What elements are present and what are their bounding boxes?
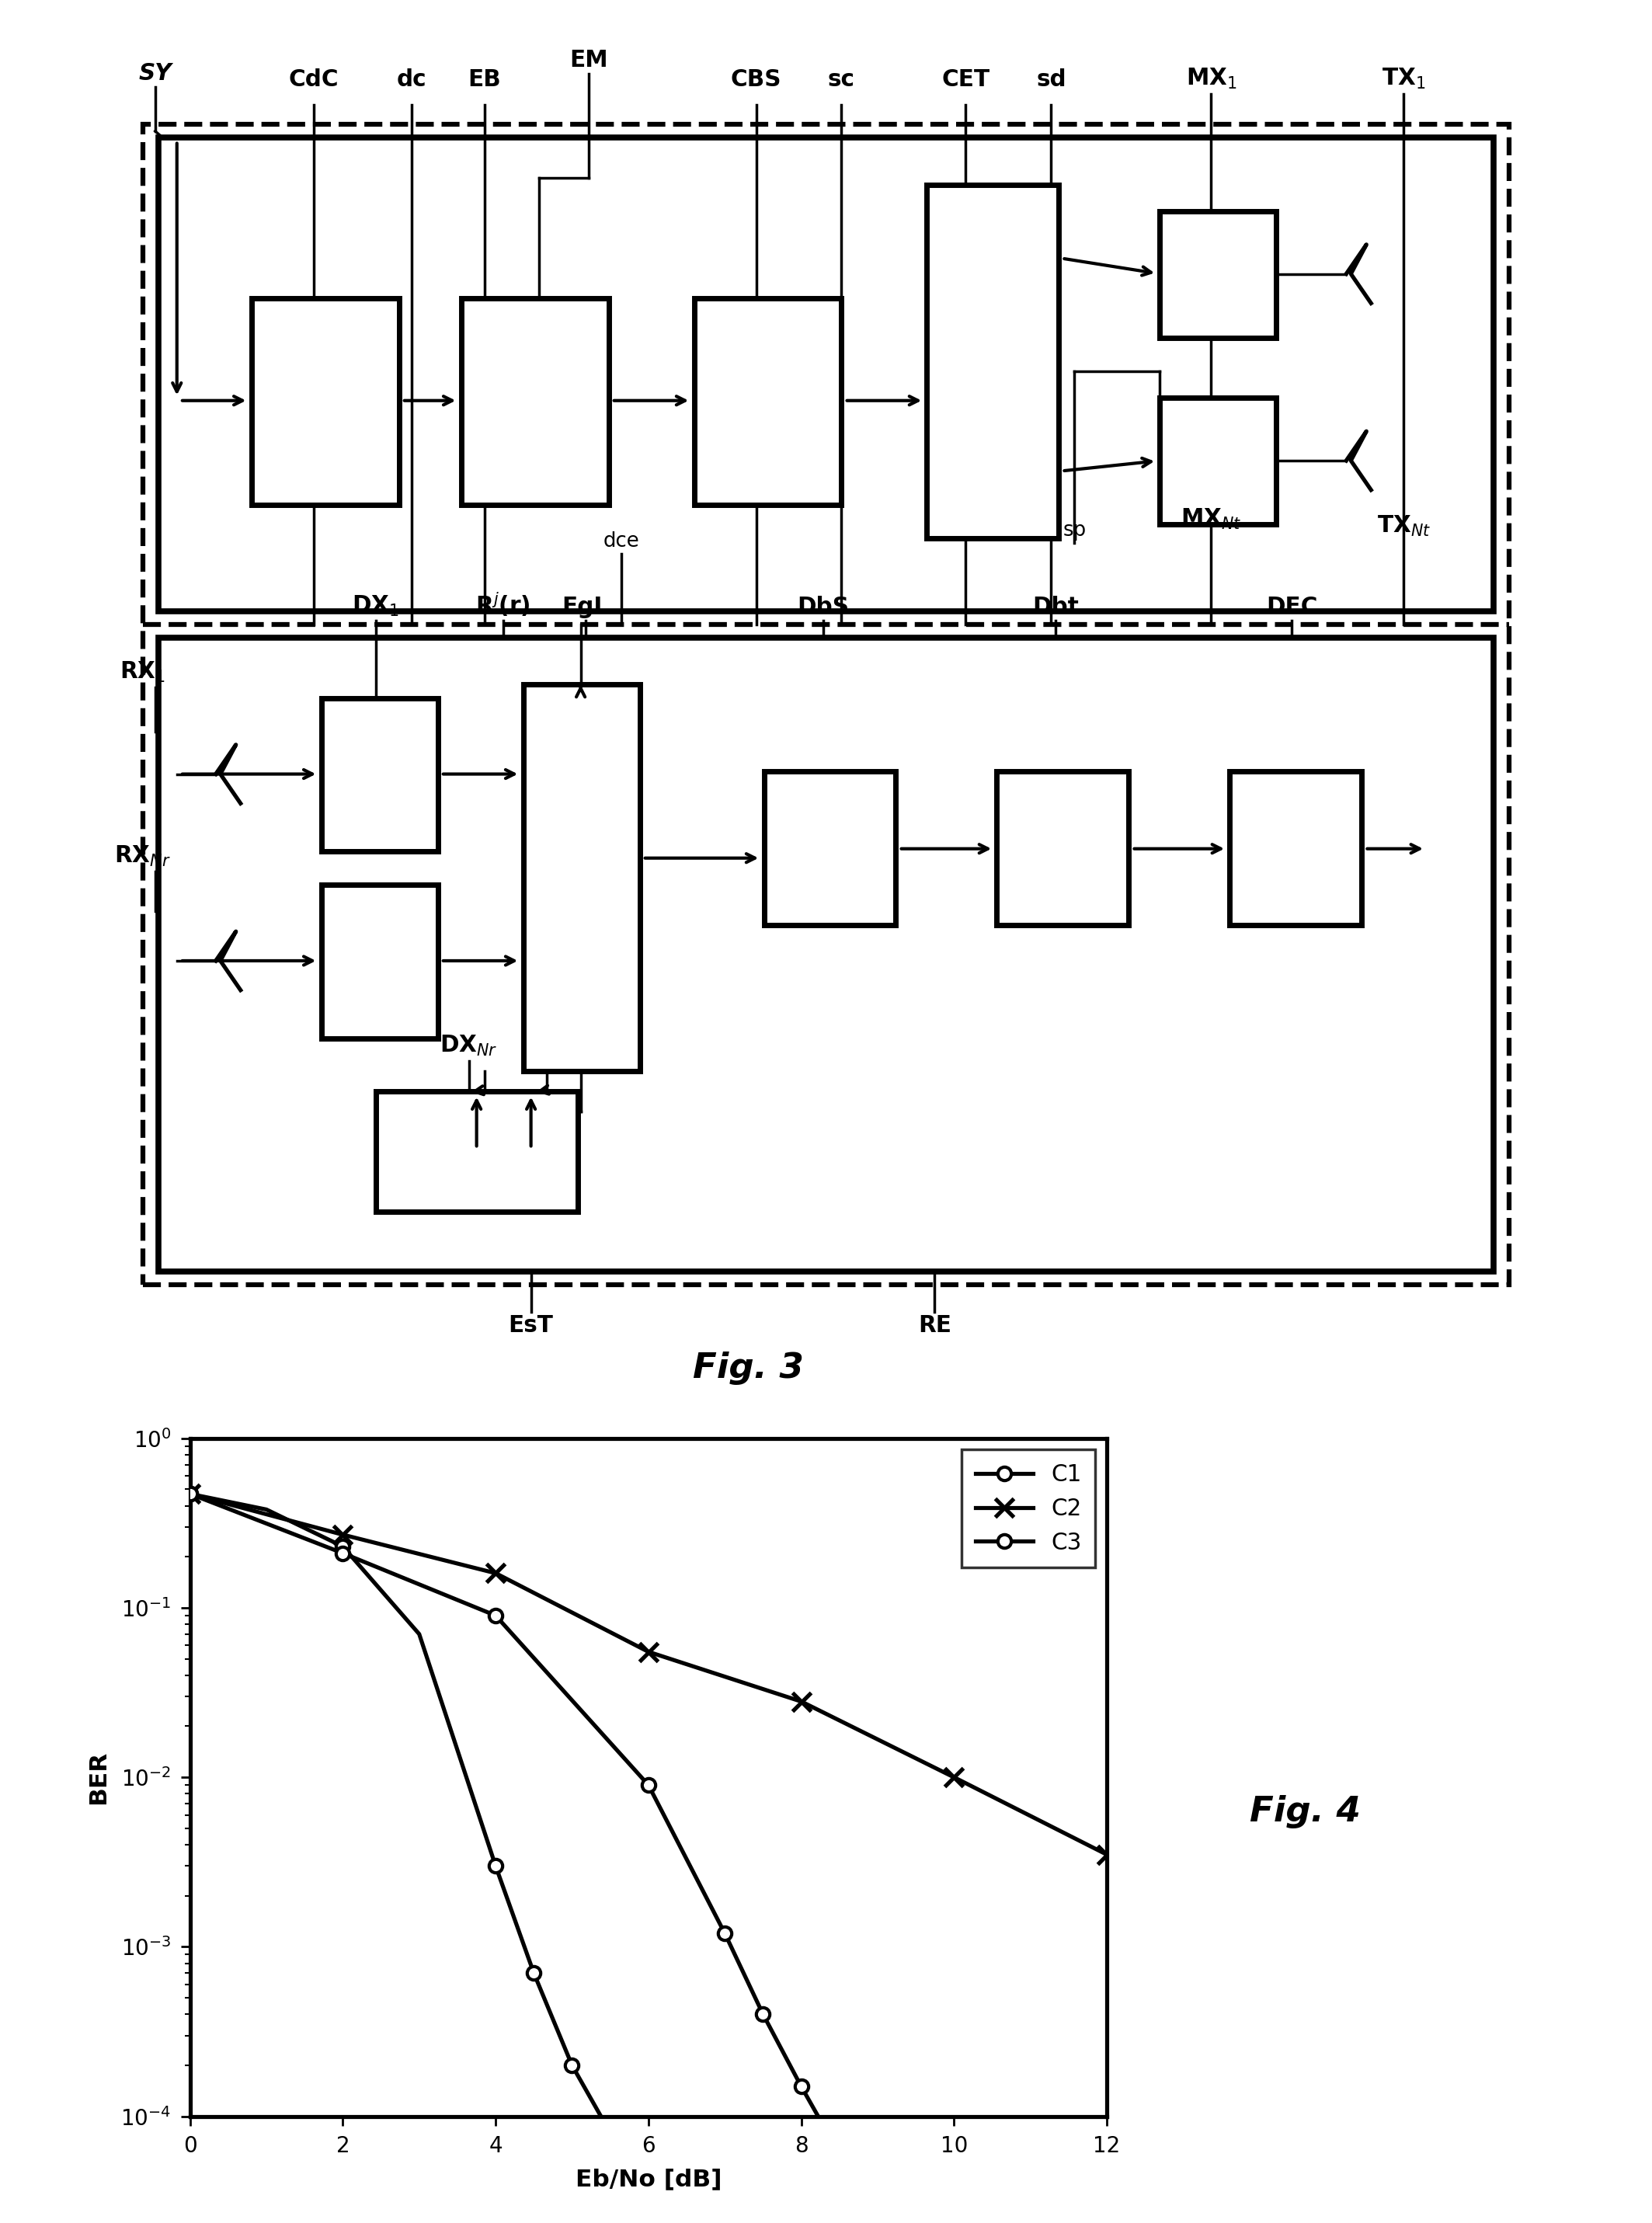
Text: EsT: EsT bbox=[509, 1314, 553, 1336]
Y-axis label: BER: BER bbox=[88, 1750, 109, 1805]
Text: MX$_1$: MX$_1$ bbox=[1186, 67, 1237, 91]
Text: RX$_{Nr}$: RX$_{Nr}$ bbox=[114, 845, 172, 869]
Text: RX$_1$: RX$_1$ bbox=[121, 660, 165, 685]
Text: TX$_1$: TX$_1$ bbox=[1381, 67, 1426, 91]
Bar bbox=[1160, 398, 1277, 525]
Bar bbox=[927, 185, 1059, 538]
Text: SY: SY bbox=[139, 62, 172, 84]
Text: EM: EM bbox=[570, 49, 608, 71]
Text: DEC: DEC bbox=[1265, 596, 1318, 618]
X-axis label: Eb/No [dB]: Eb/No [dB] bbox=[575, 2167, 722, 2190]
Bar bbox=[375, 1091, 578, 1212]
Bar bbox=[320, 885, 438, 1038]
Bar bbox=[1229, 771, 1361, 925]
Bar bbox=[996, 771, 1128, 925]
Text: dce: dce bbox=[603, 531, 639, 551]
Text: sd: sd bbox=[1036, 69, 1066, 91]
Bar bbox=[524, 685, 639, 1071]
Bar bbox=[251, 298, 398, 505]
Text: EB: EB bbox=[468, 69, 501, 91]
Text: Fig. 3: Fig. 3 bbox=[692, 1352, 805, 1385]
Text: dc: dc bbox=[396, 69, 426, 91]
Bar bbox=[159, 138, 1493, 611]
Text: sc: sc bbox=[828, 69, 856, 91]
Text: DX$_1$: DX$_1$ bbox=[352, 594, 400, 618]
Text: CET: CET bbox=[942, 69, 990, 91]
Text: R$^j$(r): R$^j$(r) bbox=[476, 589, 530, 618]
Text: CBS: CBS bbox=[730, 69, 781, 91]
Bar bbox=[320, 698, 438, 851]
Text: Fig. 4: Fig. 4 bbox=[1249, 1794, 1361, 1830]
Bar bbox=[1160, 211, 1277, 338]
Text: sp: sp bbox=[1062, 520, 1085, 540]
Text: EgL: EgL bbox=[562, 596, 608, 618]
Bar bbox=[694, 298, 841, 505]
Text: DbS: DbS bbox=[796, 596, 849, 618]
Text: DX$_{Nr}$: DX$_{Nr}$ bbox=[439, 1034, 497, 1058]
Bar bbox=[159, 638, 1493, 1272]
Bar bbox=[763, 771, 895, 925]
Legend: C1, C2, C3: C1, C2, C3 bbox=[961, 1449, 1095, 1567]
Text: Dbt: Dbt bbox=[1032, 596, 1079, 618]
Text: MX$_{Nt}$: MX$_{Nt}$ bbox=[1181, 507, 1242, 531]
Text: RE: RE bbox=[919, 1314, 952, 1336]
Bar bbox=[142, 124, 1510, 1285]
Bar bbox=[461, 298, 608, 505]
Text: TX$_{Nt}$: TX$_{Nt}$ bbox=[1376, 514, 1431, 538]
Text: CdC: CdC bbox=[289, 69, 339, 91]
